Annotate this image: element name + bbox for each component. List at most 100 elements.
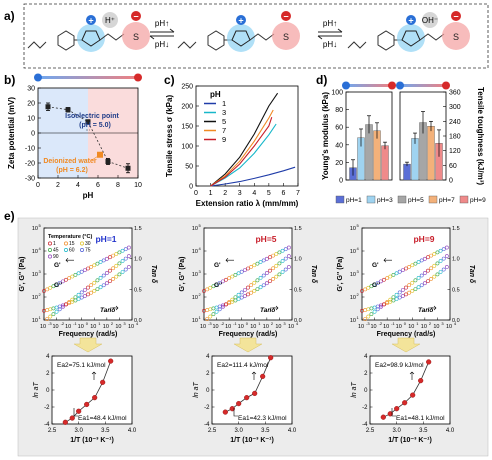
g-double-prime-marker [410, 280, 415, 285]
tan-delta-marker [246, 292, 250, 297]
tan-delta-marker [397, 295, 402, 300]
y-tick-label-right: 0.0 [294, 318, 302, 324]
tan-delta-marker [255, 287, 260, 291]
temperature-legend-label: 30 [85, 241, 91, 247]
tan-delta-marker [444, 265, 449, 269]
tan-delta-marker [73, 298, 78, 303]
g-double-prime-marker [375, 307, 380, 312]
g-prime-marker [239, 269, 244, 274]
g-double-prime-marker [126, 254, 131, 259]
ea2-arrow [91, 371, 97, 380]
y-tick-label: 0 [364, 388, 368, 394]
bar-toughness [411, 138, 419, 181]
y-axis-label-right: Tan δ [468, 265, 475, 284]
y-tick-label: 10 [32, 318, 38, 324]
y-tick-label: 0 [206, 388, 210, 394]
arrhenius-point [229, 406, 235, 412]
imidazolium-ring [231, 30, 251, 47]
g-double-prime-marker [426, 268, 430, 273]
temperature-legend-marker [64, 241, 68, 246]
x-axis-label: Frequency (rad/s) [59, 331, 118, 338]
g-prime-marker [233, 273, 238, 277]
g-double-prime-marker [369, 312, 374, 317]
g-double-prime-marker [98, 276, 103, 280]
temperature-legend-label: 1 [53, 241, 56, 247]
activation-energy-2: Ea2=75.1 kJ/mol [57, 362, 106, 369]
minus-marker [388, 81, 396, 90]
y-tick-exponent: 5 [199, 223, 202, 228]
x-tick-label: 4.0 [128, 428, 137, 434]
g-prime-marker [268, 255, 272, 260]
down-arrow [391, 337, 421, 353]
y-axis-label-right: Tan δ [150, 265, 157, 284]
g-double-prime-marker [372, 309, 377, 314]
rheology-frame [361, 227, 451, 321]
g-double-prime-marker [429, 266, 434, 271]
y-tick-label-right: 0.0 [134, 318, 142, 324]
tan-delta-marker [252, 289, 257, 293]
panel-label-e: e) [4, 209, 15, 223]
y-tick-label-right: 1.0 [134, 257, 142, 263]
tan-delta-marker [435, 272, 440, 277]
x-axis-label: 1/T (10⁻³ K⁻¹) [230, 437, 274, 444]
rheology-subpanel-1: 10-310-210-11001011021031041011021031041… [19, 223, 157, 444]
ph-down-label: pH↓ [155, 40, 169, 49]
g-prime-marker [79, 269, 84, 274]
x-tick-exponent: -2 [379, 321, 383, 326]
tan-delta-marker [101, 283, 106, 288]
y-tick-exponent: 5 [357, 223, 360, 228]
ph-gradient-bar [346, 84, 392, 87]
x-tick-label: 2.5 [208, 428, 217, 434]
x-axis-label: Extension ratio λ (mm/mm) [196, 199, 299, 208]
y-tick-label-right: 60 [449, 163, 457, 170]
y-tick-label: 80 [335, 107, 343, 114]
y-tick-label: 100 [181, 144, 193, 151]
g-double-prime-marker [422, 271, 427, 275]
x-tick-label: 10 [396, 324, 402, 330]
y-tick-label-right: 0.5 [134, 287, 142, 293]
g-double-prime-marker [246, 285, 250, 290]
tan-delta-marker [108, 279, 112, 283]
x-tick-label: 3.0 [234, 428, 243, 434]
g-prime-marker [202, 289, 206, 293]
y-tick-label-right: 180 [449, 134, 461, 141]
tan-delta-marker [268, 279, 272, 283]
y-tick-label: -2 [362, 405, 368, 411]
g-prime-marker [271, 253, 276, 258]
y-tick-label: 10 [32, 295, 38, 301]
temperature-legend-label: 75 [85, 248, 91, 254]
g-prime-marker [388, 274, 393, 279]
forward-arrow [150, 28, 175, 33]
rheology-subpanel-3: 10-310-210-11001011021031041011021031041… [337, 223, 475, 444]
x-tick-label: 10 [213, 324, 219, 330]
tan-delta-marker [378, 303, 383, 308]
g-prime-marker [57, 281, 62, 285]
x-tick-label: 10 [115, 324, 121, 330]
legend-label: pH=9 [470, 197, 486, 204]
g-prime-marker [51, 284, 56, 289]
g-prime-marker [375, 281, 380, 285]
plus-charge-circle [86, 15, 96, 25]
alkyl-chain [419, 33, 445, 41]
g-double-prime-marker [82, 288, 87, 292]
g-prime-marker [429, 253, 434, 258]
deionized-pointer [91, 156, 98, 161]
ph-up-label: pH↑ [155, 19, 169, 28]
legend-swatch [397, 195, 407, 204]
temperature-legend-marker [48, 248, 52, 252]
x-tick-label: 6 [281, 190, 285, 197]
panel-label-c: c) [164, 73, 175, 87]
g-double-prime-marker [366, 314, 371, 319]
y-tick-label: 10 [192, 249, 198, 255]
g-prime-marker [73, 273, 78, 277]
y-tick-label-right: 1.5 [452, 226, 460, 232]
tan-delta-marker [404, 292, 408, 297]
ion-glow [422, 12, 438, 28]
temperature-legend-marker [80, 248, 84, 252]
legend-label: pH=7 [439, 197, 455, 204]
temperature-legend-marker [80, 241, 84, 246]
g-double-prime-marker [264, 271, 269, 275]
sulfur-atom: S [453, 32, 459, 42]
backbone-line [347, 41, 367, 49]
